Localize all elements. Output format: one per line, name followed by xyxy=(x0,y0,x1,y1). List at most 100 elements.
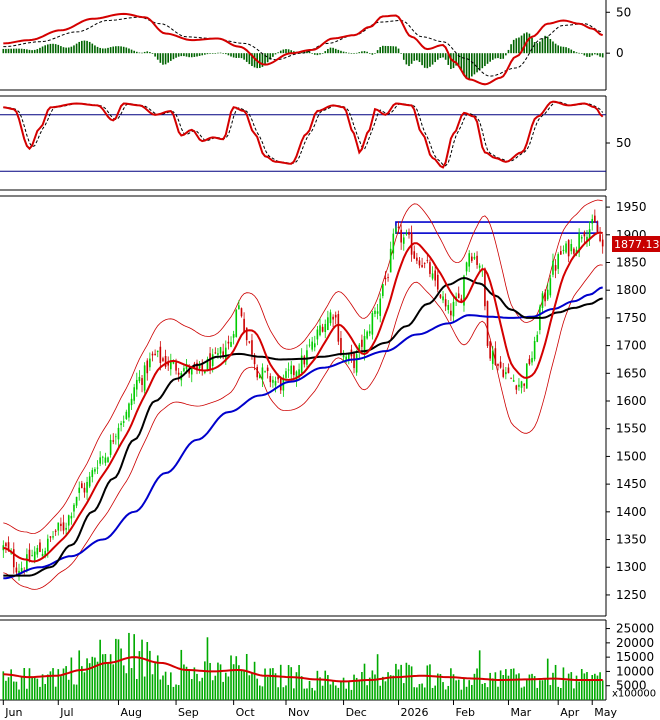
volume-bar xyxy=(83,672,86,700)
macd-histogram-bar xyxy=(447,53,450,65)
macd-histogram-bar xyxy=(245,53,248,62)
volume-bar xyxy=(544,679,546,700)
volume-tick-label: 5000 xyxy=(616,679,647,693)
candle-body xyxy=(293,366,295,376)
macd-histogram-bar xyxy=(170,53,172,61)
macd-histogram-bar xyxy=(198,53,201,56)
candle-body xyxy=(465,262,468,272)
volume-bar xyxy=(172,686,175,700)
candle-body xyxy=(75,496,78,506)
volume-bar xyxy=(426,665,429,700)
volume-bar xyxy=(329,684,332,700)
volume-bar xyxy=(67,679,70,700)
candle-body xyxy=(2,545,5,551)
price-tick-label: 1800 xyxy=(616,283,647,297)
macd-histogram-bar xyxy=(570,49,573,54)
candle-body xyxy=(510,377,512,379)
candle-body xyxy=(476,255,478,265)
volume-bar xyxy=(261,686,264,700)
candle-body xyxy=(196,362,198,371)
macd-histogram-bar xyxy=(363,51,366,54)
month-label: Oct xyxy=(236,706,256,719)
candle-body xyxy=(31,555,33,556)
volume-bar xyxy=(154,663,156,700)
volume-bar xyxy=(444,689,447,700)
macd-histogram-bar xyxy=(115,46,117,54)
candle-body xyxy=(439,294,442,298)
macd-histogram-bar xyxy=(62,47,65,54)
candle-body xyxy=(245,327,248,341)
macd-histogram-bar xyxy=(410,53,413,64)
macd-histogram-bar xyxy=(486,53,489,64)
candle-body xyxy=(130,398,133,406)
macd-histogram-bar xyxy=(230,53,232,57)
volume-bar xyxy=(156,655,159,700)
candle-body xyxy=(149,358,151,368)
volume-bar xyxy=(193,667,196,700)
candle-body xyxy=(54,530,57,532)
volume-bar xyxy=(560,687,562,700)
candle-body xyxy=(151,353,154,356)
candle-body xyxy=(387,277,389,279)
candle-body xyxy=(135,379,138,390)
volume-bar xyxy=(177,685,180,700)
macd-histogram-bar xyxy=(193,53,196,57)
volume-bar xyxy=(332,680,334,700)
macd-histogram-bar xyxy=(594,53,596,55)
macd-histogram-bar xyxy=(248,53,251,65)
volume-tick-label: 15000 xyxy=(616,650,654,664)
macd-histogram-bar xyxy=(15,48,18,54)
candle-body xyxy=(306,350,308,365)
volume-tick-label: 25000 xyxy=(616,622,654,636)
macd-histogram-bar xyxy=(306,50,308,54)
macd-histogram-bar xyxy=(319,53,321,55)
price-tick-label: 1350 xyxy=(616,533,647,547)
macd-histogram-bar xyxy=(442,53,444,58)
volume-bar xyxy=(601,680,604,700)
candle-body xyxy=(463,275,465,306)
candle-body xyxy=(81,483,83,489)
volume-bar xyxy=(552,672,554,700)
volume-bar xyxy=(308,680,311,700)
macd-histogram-bar xyxy=(536,43,539,54)
volume-bar xyxy=(26,688,28,700)
candle-body xyxy=(332,316,334,320)
macd-histogram-bar xyxy=(52,43,54,54)
volume-bar xyxy=(599,672,601,700)
candle-body xyxy=(52,536,54,538)
price-tick-label: 1950 xyxy=(616,200,647,214)
candle-body xyxy=(434,270,436,281)
macd-histogram-bar xyxy=(10,48,12,54)
macd-histogram-bar xyxy=(91,43,94,54)
candle-body xyxy=(567,240,570,257)
macd-histogram-bar xyxy=(232,53,235,58)
macd-histogram-bar xyxy=(478,53,481,71)
candle-body xyxy=(36,547,39,555)
volume-bar xyxy=(434,685,436,700)
volume-bar xyxy=(10,669,12,700)
candle-body xyxy=(599,234,601,242)
volume-bar xyxy=(230,655,232,700)
candle-body xyxy=(256,366,259,378)
candle-body xyxy=(376,311,379,314)
macd-histogram-bar xyxy=(2,48,5,54)
macd-histogram-bar xyxy=(510,44,512,54)
volume-bar xyxy=(219,664,222,700)
volume-bar xyxy=(39,686,41,700)
macd-histogram-bar xyxy=(531,37,533,54)
macd-histogram-bar xyxy=(211,53,214,54)
candle-body xyxy=(450,310,452,316)
candle-body xyxy=(62,522,65,531)
macd-histogram-bar xyxy=(549,39,552,54)
macd-histogram-bar xyxy=(342,51,345,54)
volume-bar xyxy=(580,669,583,700)
candle-body xyxy=(327,317,329,330)
macd-histogram-bar xyxy=(552,41,554,54)
candle-body xyxy=(10,552,12,554)
macd-histogram-bar xyxy=(494,53,497,59)
volume-bar xyxy=(73,684,75,700)
macd-histogram-bar xyxy=(143,51,146,54)
macd-histogram-bar xyxy=(224,53,227,55)
macd-histogram-bar xyxy=(583,53,586,56)
candle-body xyxy=(311,341,313,350)
